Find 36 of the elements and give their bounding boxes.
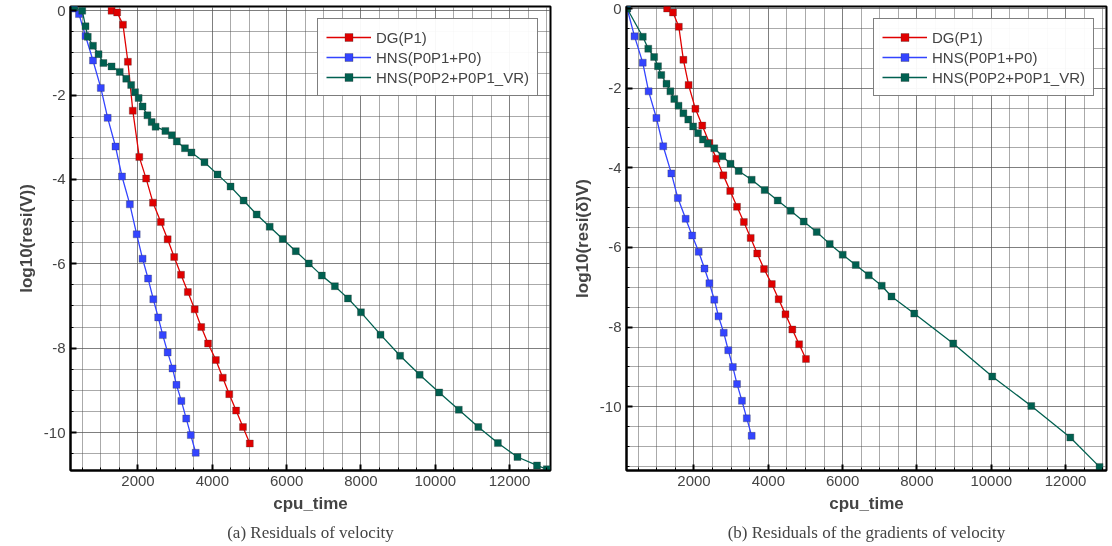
- y-axis-title: log10(resi(δ)V): [572, 179, 592, 298]
- legend-label: DG(P1): [376, 28, 427, 46]
- y-tick-label: -2: [52, 86, 66, 104]
- x-tick-label: 12000: [488, 471, 531, 489]
- x-tick-label: 10000: [414, 471, 457, 489]
- y-tick-label: -4: [608, 158, 622, 176]
- text: (a) Residuals of velocity: [227, 522, 395, 542]
- legend-label: DG(P1): [932, 28, 983, 46]
- y-tick-label: -6: [52, 254, 66, 272]
- x-tick-label: 10000: [970, 471, 1013, 489]
- x-tick-label: 8000: [344, 471, 378, 489]
- x-tick-label: 2000: [121, 471, 155, 489]
- legend-label: HNS(P0P2+P0P1_VR): [376, 68, 529, 86]
- y-tick-label: -8: [608, 318, 622, 336]
- x-axis-title: cpu_time: [829, 493, 904, 513]
- x-tick-label: 4000: [751, 471, 786, 489]
- y-tick-label: -4: [52, 170, 66, 188]
- x-tick-label: 6000: [269, 471, 304, 489]
- x-tick-label: 2000: [677, 471, 711, 489]
- y-tick-label: -2: [608, 79, 622, 97]
- x-tick-label: 12000: [1044, 471, 1087, 489]
- y-tick-label: -10: [43, 423, 66, 441]
- legend-label: HNS(P0P2+P0P1_VR): [932, 68, 1085, 86]
- y-tick-label: -10: [599, 397, 622, 415]
- y-tick-label: 0: [57, 1, 66, 19]
- x-axis-title: cpu_time: [273, 493, 348, 513]
- y-tick-label: 0: [613, 0, 622, 17]
- y-axis-title: log10(resi(V)): [16, 184, 36, 293]
- legend-label: HNS(P0P1+P0): [376, 48, 482, 66]
- y-tick-label: -6: [608, 238, 622, 256]
- text: (b) Residuals of the gradients of velocity: [727, 522, 1006, 542]
- x-tick-label: 6000: [825, 471, 860, 489]
- x-tick-label: 4000: [195, 471, 230, 489]
- y-tick-label: -8: [52, 339, 66, 357]
- x-tick-label: 8000: [900, 471, 934, 489]
- legend-label: HNS(P0P1+P0): [932, 48, 1038, 66]
